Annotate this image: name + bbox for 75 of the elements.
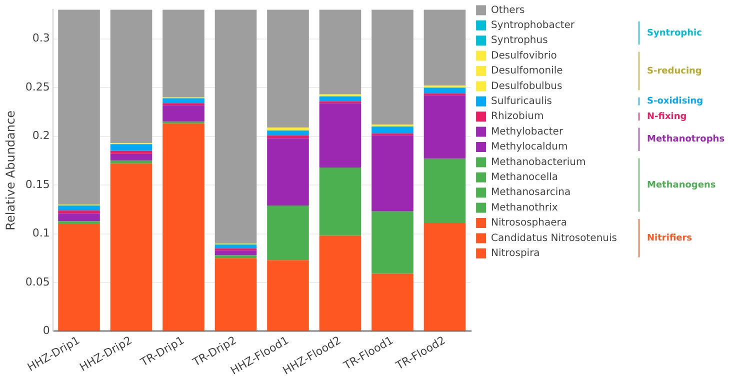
legend-label: Desulfomonile bbox=[491, 66, 563, 77]
bar bbox=[58, 210, 100, 214]
bar bbox=[372, 211, 414, 274]
bar bbox=[267, 10, 309, 128]
bar bbox=[58, 206, 100, 210]
legend-label: Rhizobium bbox=[491, 111, 544, 122]
bar bbox=[319, 10, 362, 94]
y-tick-label: 0 bbox=[42, 324, 50, 338]
legend-label: Methanocella bbox=[491, 172, 558, 183]
y-tick-label: 0.1 bbox=[32, 226, 50, 240]
y-tick-label: 0.25 bbox=[25, 80, 50, 94]
text: Syntrophic bbox=[647, 28, 702, 38]
legend-label: Desulfovibrio bbox=[491, 50, 557, 62]
bar bbox=[214, 244, 257, 248]
bar bbox=[58, 224, 100, 331]
bar bbox=[319, 167, 362, 236]
bar bbox=[372, 126, 414, 134]
bar bbox=[424, 223, 466, 331]
y-tick-label: 0.15 bbox=[25, 178, 50, 191]
bar bbox=[214, 258, 257, 331]
bar bbox=[162, 98, 204, 104]
bar bbox=[110, 164, 152, 331]
bar bbox=[319, 96, 362, 102]
legend-label: Methanosarcina bbox=[491, 187, 571, 198]
text: Methanogens bbox=[647, 180, 716, 190]
bar bbox=[424, 10, 466, 86]
bar bbox=[110, 150, 152, 154]
legend-label: Sulfuricaulis bbox=[491, 96, 552, 107]
y-tick-label: 0.2 bbox=[32, 129, 50, 142]
bar bbox=[267, 130, 309, 136]
bar bbox=[319, 236, 362, 331]
bar bbox=[267, 260, 309, 331]
text: Methanotrophs bbox=[647, 134, 725, 145]
bar bbox=[110, 154, 152, 161]
bar bbox=[267, 206, 309, 260]
bar bbox=[372, 274, 414, 331]
bar bbox=[267, 128, 309, 130]
bar bbox=[162, 124, 204, 331]
legend-label: Syntrophobacter bbox=[491, 20, 576, 31]
bar bbox=[162, 10, 204, 98]
bar bbox=[110, 10, 152, 144]
y-axis-title: Relative Abundance bbox=[3, 110, 18, 230]
bar bbox=[372, 10, 414, 125]
legend-label: Syntrophus bbox=[491, 35, 548, 46]
bar bbox=[424, 95, 466, 159]
bar bbox=[58, 221, 100, 224]
text: S-reducing bbox=[647, 66, 702, 76]
legend-label: Candidatus Nitrosotenuis bbox=[491, 232, 617, 244]
legend-label: Nitrososphaera bbox=[491, 218, 567, 229]
bar bbox=[372, 135, 414, 212]
legend-label: Desulfobulbus bbox=[491, 80, 562, 92]
legend-label: Methanothrix bbox=[491, 202, 558, 214]
bar bbox=[267, 135, 309, 138]
legend-label: Methylobacter bbox=[491, 126, 564, 138]
bar bbox=[319, 103, 362, 168]
bar bbox=[214, 250, 257, 256]
text: S-oxidising bbox=[647, 96, 704, 107]
y-tick-label: 0.05 bbox=[25, 275, 50, 288]
legend-label: Methylocaldum bbox=[491, 142, 568, 153]
text: N-fixing bbox=[647, 112, 687, 122]
bar bbox=[162, 105, 204, 122]
legend-label: Nitrospira bbox=[491, 248, 540, 259]
legend-label: Others bbox=[491, 4, 525, 16]
bar bbox=[58, 10, 100, 205]
y-tick-label: 0.3 bbox=[32, 32, 50, 45]
bar bbox=[214, 255, 257, 258]
bar bbox=[110, 144, 152, 151]
bar bbox=[110, 160, 152, 164]
legend-label: Methanobacterium bbox=[491, 156, 586, 168]
bar bbox=[267, 138, 309, 206]
bar bbox=[424, 88, 466, 94]
bar bbox=[424, 158, 466, 224]
bar bbox=[214, 10, 257, 244]
text: Nitrifiers bbox=[647, 234, 692, 244]
bar bbox=[58, 213, 100, 222]
